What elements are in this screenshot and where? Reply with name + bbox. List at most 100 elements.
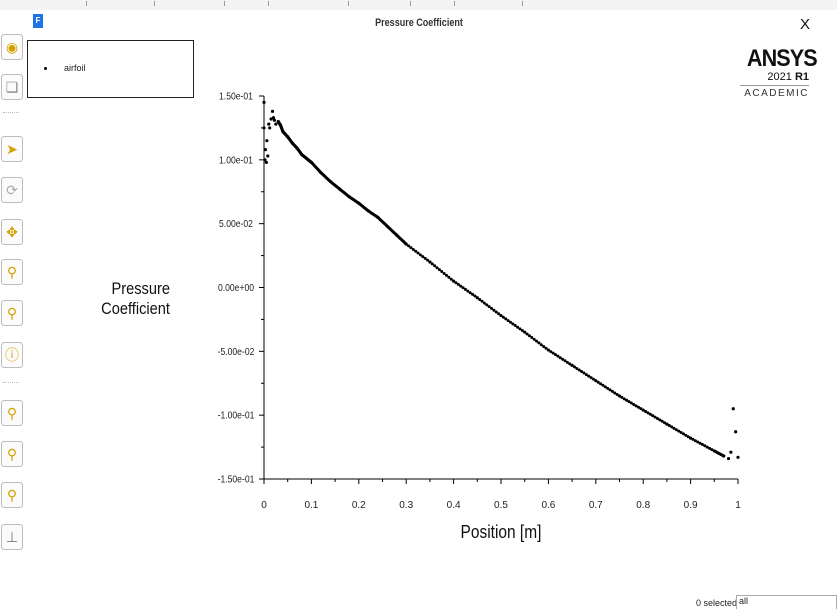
data-point-dense xyxy=(710,448,714,452)
data-point-dense xyxy=(686,435,690,439)
pointer-icon[interactable]: ➤ xyxy=(1,136,23,162)
data-point-dense xyxy=(565,360,569,364)
axes-icon[interactable]: ⊥ xyxy=(1,524,23,550)
data-point-dense xyxy=(539,343,543,347)
x-tick-label: 0 xyxy=(261,500,267,511)
y-tick-label: 1.50e-01 xyxy=(219,91,253,102)
x-tick-label: 0.2 xyxy=(352,500,366,511)
data-point xyxy=(523,330,527,334)
zoom-box-icon[interactable]: ⚲ xyxy=(1,300,23,326)
data-point-dense xyxy=(504,317,508,321)
data-point-dense xyxy=(508,320,512,324)
data-point-dense xyxy=(582,371,586,375)
data-point-dense xyxy=(625,398,629,402)
data-point-dense xyxy=(394,232,398,236)
data-point-dense xyxy=(670,425,674,429)
data-point-dense xyxy=(584,373,588,377)
data-point-dense xyxy=(513,324,517,328)
data-point-dense xyxy=(644,409,648,413)
info-icon[interactable]: ⓘ xyxy=(1,342,23,368)
data-point-dense xyxy=(667,424,671,428)
ansys-version: 2021 R1 xyxy=(740,71,809,86)
data-point-dense xyxy=(627,400,631,404)
rotate-icon[interactable]: ⟳ xyxy=(1,177,23,203)
data-point-dense xyxy=(535,339,539,343)
data-point-dense xyxy=(482,301,486,305)
zoom-out-icon[interactable]: ⚲ xyxy=(1,441,23,467)
data-point-dense xyxy=(544,346,548,350)
data-point xyxy=(734,430,738,434)
data-point xyxy=(499,313,503,318)
ansys-brand-name: ANSYS xyxy=(746,45,818,72)
data-point-dense xyxy=(447,275,451,279)
y-tick-label: 0.00e+00 xyxy=(218,282,254,293)
data-point-dense xyxy=(542,344,546,348)
data-point xyxy=(617,394,622,398)
data-point-dense xyxy=(599,382,603,386)
data-point xyxy=(452,279,456,283)
data-point-dense xyxy=(468,291,472,295)
data-point-dense xyxy=(530,336,534,340)
data-point-dense xyxy=(580,370,584,374)
data-point-dense xyxy=(672,426,676,430)
data-point-dense xyxy=(549,350,553,354)
data-point-dense xyxy=(473,294,477,298)
data-point xyxy=(594,379,598,383)
data-point-dense xyxy=(318,170,322,174)
data-point xyxy=(689,436,693,440)
data-point-dense xyxy=(613,391,617,395)
zoom-in-icon[interactable]: ⚲ xyxy=(1,259,23,285)
data-point-dense xyxy=(655,416,659,420)
data-point-dense xyxy=(456,282,460,286)
data-point-dense xyxy=(708,446,712,450)
data-point-dense xyxy=(648,412,652,416)
data-point-dense xyxy=(492,308,496,312)
data-point-dense xyxy=(423,256,427,260)
legend-label-airfoil: airfoil xyxy=(64,63,86,73)
pan-icon[interactable]: ✥ xyxy=(1,219,23,245)
data-point-dense xyxy=(696,440,700,444)
y-tick-label: -1.50e-01 xyxy=(218,474,255,485)
data-point-dense xyxy=(485,303,489,307)
selection-filter-select[interactable]: all xyxy=(736,595,837,609)
data-point-dense xyxy=(426,258,430,262)
data-point-dense xyxy=(703,444,707,448)
data-point-dense xyxy=(449,277,453,281)
data-point-dense xyxy=(700,443,704,447)
data-point xyxy=(736,455,740,459)
x-tick-label: 0.5 xyxy=(494,500,508,511)
data-point-dense xyxy=(591,377,595,381)
data-point xyxy=(274,122,278,126)
data-point-dense xyxy=(416,251,420,255)
data-point-dense xyxy=(537,341,541,345)
data-point-dense xyxy=(572,365,576,369)
data-point-dense xyxy=(471,292,475,296)
data-point-dense xyxy=(608,388,612,392)
data-point-dense xyxy=(527,334,531,338)
data-point-dense xyxy=(589,376,593,380)
data-point xyxy=(262,126,266,130)
data-point-dense xyxy=(646,411,650,415)
copy-icon[interactable]: ❏ xyxy=(1,74,23,100)
data-point-dense xyxy=(421,255,425,259)
data-point-dense xyxy=(461,286,465,290)
data-point-dense xyxy=(497,312,501,316)
data-point-dense xyxy=(603,385,607,389)
data-point-dense xyxy=(554,353,558,357)
data-point xyxy=(269,117,273,121)
data-point xyxy=(475,296,479,300)
data-point-dense xyxy=(705,445,709,449)
data-point-dense xyxy=(435,266,439,270)
data-point-dense xyxy=(478,298,482,302)
x-tick-label: 0.8 xyxy=(636,500,650,511)
data-point-dense xyxy=(651,414,655,418)
globe-icon[interactable]: ◉ xyxy=(1,34,23,60)
y-tick-label: 5.00e-02 xyxy=(219,219,253,230)
data-point xyxy=(271,116,276,120)
data-point-dense xyxy=(653,415,657,419)
data-point-dense xyxy=(679,431,683,435)
data-point xyxy=(729,450,733,454)
zoom-previous-icon[interactable]: ⚲ xyxy=(1,482,23,508)
zoom-fit-icon[interactable]: ⚲ xyxy=(1,400,23,426)
close-icon[interactable]: X xyxy=(799,16,810,33)
